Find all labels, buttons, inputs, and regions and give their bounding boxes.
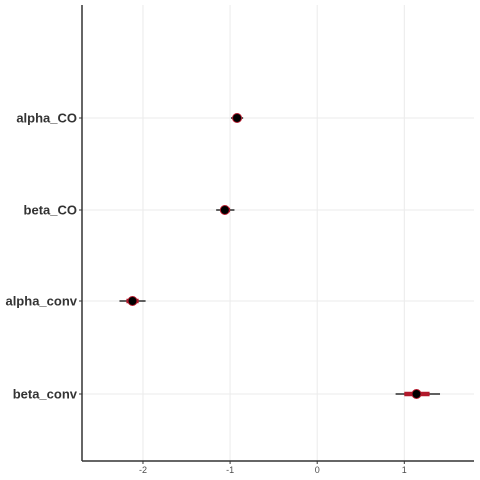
x-tick-label: -2 (139, 465, 147, 475)
x-tick-label: -1 (226, 465, 234, 475)
axes (79, 5, 474, 464)
y-tick-label: alpha_conv (5, 294, 77, 309)
tick-labels: -2 -1 0 1 alpha_CO beta_CO alpha_conv beta_conv (5, 111, 406, 476)
point-alpha_CO (232, 113, 243, 123)
x-tick-label: 0 (315, 465, 320, 475)
interval-marks (119, 113, 441, 399)
point-alpha_conv (127, 296, 138, 306)
point-beta_CO (219, 205, 230, 215)
x-tick-label: 1 (402, 465, 407, 475)
point-beta_conv (411, 389, 422, 399)
y-tick-label: beta_CO (24, 203, 77, 218)
grid-lines (82, 5, 474, 461)
y-tick-label: alpha_CO (16, 111, 77, 126)
y-tick-label: beta_conv (13, 387, 78, 402)
